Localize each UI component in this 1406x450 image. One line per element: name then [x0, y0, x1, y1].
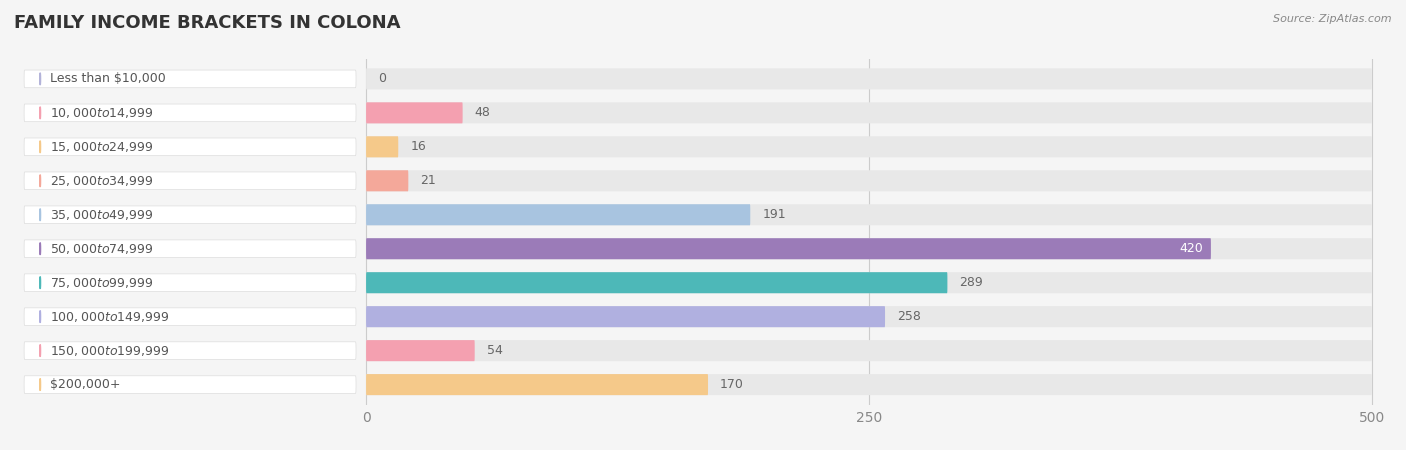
Text: $50,000 to $74,999: $50,000 to $74,999: [51, 242, 153, 256]
Text: $15,000 to $24,999: $15,000 to $24,999: [51, 140, 153, 154]
FancyBboxPatch shape: [24, 172, 356, 189]
FancyBboxPatch shape: [366, 374, 1372, 395]
FancyBboxPatch shape: [366, 102, 463, 123]
FancyBboxPatch shape: [366, 272, 948, 293]
FancyBboxPatch shape: [366, 374, 709, 395]
FancyBboxPatch shape: [24, 308, 356, 325]
Text: FAMILY INCOME BRACKETS IN COLONA: FAMILY INCOME BRACKETS IN COLONA: [14, 14, 401, 32]
FancyBboxPatch shape: [366, 136, 1372, 158]
Text: 0: 0: [378, 72, 387, 86]
FancyBboxPatch shape: [24, 70, 356, 88]
Text: 54: 54: [486, 344, 502, 357]
FancyBboxPatch shape: [366, 340, 475, 361]
Text: $200,000+: $200,000+: [51, 378, 121, 391]
Text: $100,000 to $149,999: $100,000 to $149,999: [51, 310, 170, 324]
FancyBboxPatch shape: [24, 240, 356, 257]
Text: 289: 289: [959, 276, 983, 289]
FancyBboxPatch shape: [24, 342, 356, 360]
FancyBboxPatch shape: [366, 204, 1372, 225]
FancyBboxPatch shape: [366, 170, 1372, 191]
FancyBboxPatch shape: [366, 170, 408, 191]
FancyBboxPatch shape: [366, 306, 1372, 327]
Text: 420: 420: [1180, 242, 1204, 255]
FancyBboxPatch shape: [24, 206, 356, 224]
FancyBboxPatch shape: [24, 104, 356, 122]
Text: $25,000 to $34,999: $25,000 to $34,999: [51, 174, 153, 188]
Text: 16: 16: [411, 140, 426, 153]
Text: $75,000 to $99,999: $75,000 to $99,999: [51, 276, 153, 290]
Text: $10,000 to $14,999: $10,000 to $14,999: [51, 106, 153, 120]
Text: $150,000 to $199,999: $150,000 to $199,999: [51, 344, 170, 358]
Text: 48: 48: [475, 106, 491, 119]
Text: 21: 21: [420, 174, 436, 187]
Text: $35,000 to $49,999: $35,000 to $49,999: [51, 208, 153, 222]
FancyBboxPatch shape: [366, 238, 1372, 259]
FancyBboxPatch shape: [24, 274, 356, 292]
FancyBboxPatch shape: [366, 238, 1211, 259]
Text: 170: 170: [720, 378, 744, 391]
FancyBboxPatch shape: [366, 306, 884, 327]
FancyBboxPatch shape: [366, 136, 398, 158]
Text: 191: 191: [762, 208, 786, 221]
FancyBboxPatch shape: [24, 376, 356, 393]
Text: 258: 258: [897, 310, 921, 323]
FancyBboxPatch shape: [366, 204, 751, 225]
Text: Less than $10,000: Less than $10,000: [51, 72, 166, 86]
FancyBboxPatch shape: [366, 68, 1372, 90]
FancyBboxPatch shape: [24, 138, 356, 156]
FancyBboxPatch shape: [366, 102, 1372, 123]
Text: Source: ZipAtlas.com: Source: ZipAtlas.com: [1274, 14, 1392, 23]
FancyBboxPatch shape: [366, 272, 1372, 293]
FancyBboxPatch shape: [366, 340, 1372, 361]
